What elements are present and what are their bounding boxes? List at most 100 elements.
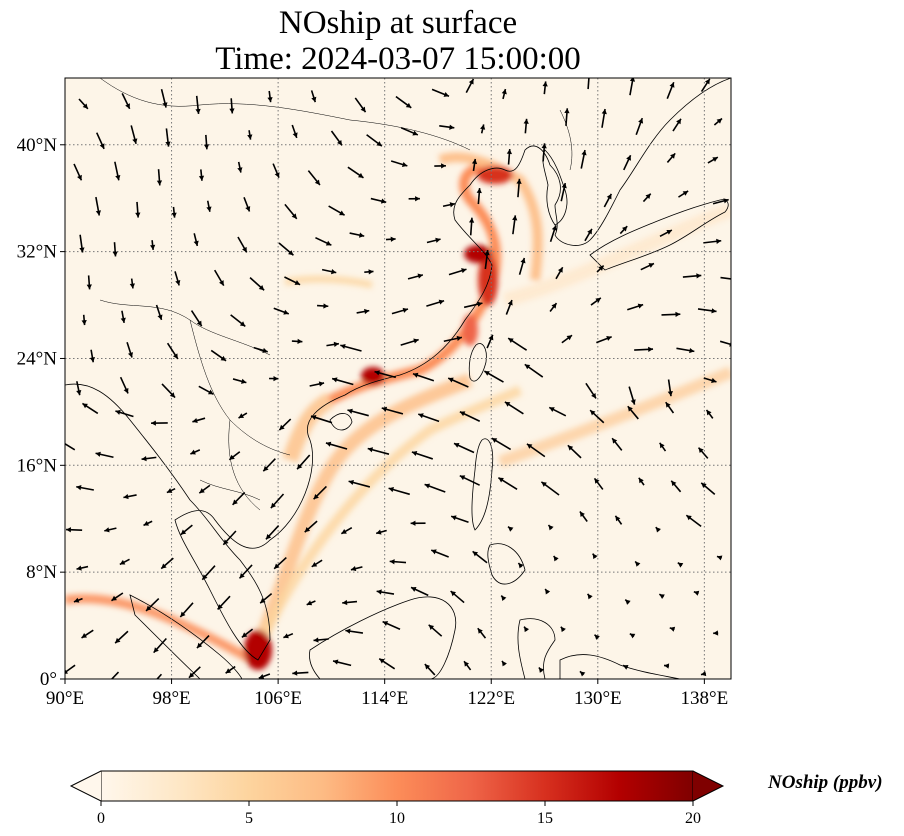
wind-vector-head — [368, 269, 374, 275]
wind-vector-head — [590, 410, 596, 416]
wind-vector-head — [441, 163, 446, 169]
wind-vector-head — [73, 597, 80, 603]
wind-vector-head — [667, 391, 673, 397]
wind-vector-head — [648, 346, 654, 352]
coastlines — [65, 78, 731, 679]
wind-vector-head — [561, 183, 567, 189]
map-panel[interactable] — [59, 72, 739, 688]
wind-vector-head — [512, 215, 518, 221]
wind-vector — [719, 340, 731, 346]
wind-vector-head — [279, 424, 285, 431]
wind-vector-head — [472, 551, 479, 557]
lon-tick-label: 114°E — [361, 688, 408, 709]
coastline-luzon — [471, 438, 494, 531]
hotspot-bohai — [477, 166, 513, 184]
wind-vector-head — [459, 411, 466, 417]
wind-vector-head — [325, 240, 332, 246]
lat-tick-label: 0° — [40, 669, 57, 690]
wind-vector-head — [669, 626, 676, 632]
wind-vector-head — [77, 174, 82, 181]
wind-vector-head — [476, 188, 482, 194]
wind-vector-head — [123, 387, 129, 394]
wind-vector-head — [193, 240, 199, 246]
shipping-lane-gulf-tonkin — [282, 392, 334, 463]
shipping-lane-sichuan — [284, 275, 373, 289]
wind-vector-head — [342, 599, 348, 606]
wind-vector-head — [190, 449, 196, 455]
wind-vector-head — [415, 196, 420, 202]
wind-vector-head — [696, 273, 702, 279]
wind-vector-head — [449, 124, 455, 130]
wind-vector-head — [638, 118, 644, 124]
wind-vector-head — [625, 599, 631, 605]
wind-vector-head — [188, 672, 195, 678]
wind-vector-head — [689, 347, 695, 354]
wind-vector-field — [65, 78, 739, 687]
wind-vector-head — [623, 665, 629, 670]
colorbar-ticks: 0 5 10 15 20 — [97, 801, 701, 827]
wind-vector-head — [734, 277, 739, 282]
wind-vector-head — [676, 118, 681, 125]
wind-vector-head — [208, 389, 214, 395]
wind-vector-head — [601, 109, 607, 115]
wind-vector-head — [417, 273, 423, 279]
wind-vector-head — [297, 338, 303, 345]
wind-vector-head — [175, 280, 181, 286]
wind-vector-head — [196, 642, 203, 649]
latitude-axis: 0° 8°N 16°N 24°N 32°N 40°N — [17, 135, 65, 690]
wind-vector-head — [229, 108, 235, 114]
wind-vector-head — [615, 515, 621, 522]
colorbar-max-extension — [693, 771, 723, 801]
wind-vector-head — [671, 480, 677, 487]
wind-vector-head — [180, 611, 186, 617]
wind-vector-head — [471, 158, 478, 165]
hotspot-taiwan-strait — [462, 314, 478, 346]
wind-vector-head — [606, 193, 612, 200]
wind-vector-head — [165, 141, 171, 147]
wind-vector-head — [424, 483, 431, 489]
wind-vector-head — [504, 401, 511, 407]
wind-vector-head — [508, 338, 514, 344]
wind-vector-head — [382, 621, 389, 627]
lon-tick-label: 138°E — [681, 688, 729, 709]
wind-vector-head — [592, 553, 598, 560]
colorbar-tick-label: 20 — [685, 810, 701, 827]
wind-vector-head — [143, 520, 150, 526]
wind-vector-head — [524, 364, 531, 370]
map-frame — [64, 77, 732, 680]
wind-vector-head — [413, 338, 419, 344]
wind-vector-head — [551, 225, 557, 231]
wind-vector-head — [579, 671, 586, 677]
wind-vector-head — [297, 463, 303, 470]
wind-vector-head — [713, 630, 719, 636]
wind-vector-head — [454, 442, 460, 448]
wind-vector-head — [106, 680, 111, 685]
wind-vector-head — [161, 563, 167, 569]
wind-vector-head — [541, 481, 547, 487]
hotspot-singapore — [244, 630, 272, 670]
wind-vector-head — [701, 482, 707, 489]
wind-vector-head — [411, 451, 418, 457]
wind-vector-head — [665, 402, 671, 408]
wind-vector-head — [120, 317, 126, 323]
shipping-lane-pacific-east — [497, 366, 731, 468]
wind-vector-head — [149, 682, 154, 687]
wind-vector-head — [484, 250, 490, 256]
shipping-lane-scs-inner — [257, 385, 523, 643]
wind-vector-head — [686, 515, 692, 521]
wind-vector-head — [520, 257, 526, 264]
wind-vector-head — [480, 124, 486, 130]
colorbar-gradient — [100, 770, 694, 802]
wind-vector-head — [66, 527, 71, 533]
wind-vector-head — [459, 475, 466, 481]
wind-vector-head — [247, 134, 253, 140]
wind-vector-head — [76, 485, 82, 491]
colorbar-tick-label: 10 — [389, 810, 405, 827]
wind-vector-head — [325, 441, 332, 447]
wind-vector-head — [484, 371, 490, 376]
wind-vector-head — [381, 406, 388, 412]
wind-vector-head — [219, 280, 224, 286]
lat-tick-label: 24°N — [17, 348, 58, 369]
wind-vector-head — [265, 534, 272, 540]
